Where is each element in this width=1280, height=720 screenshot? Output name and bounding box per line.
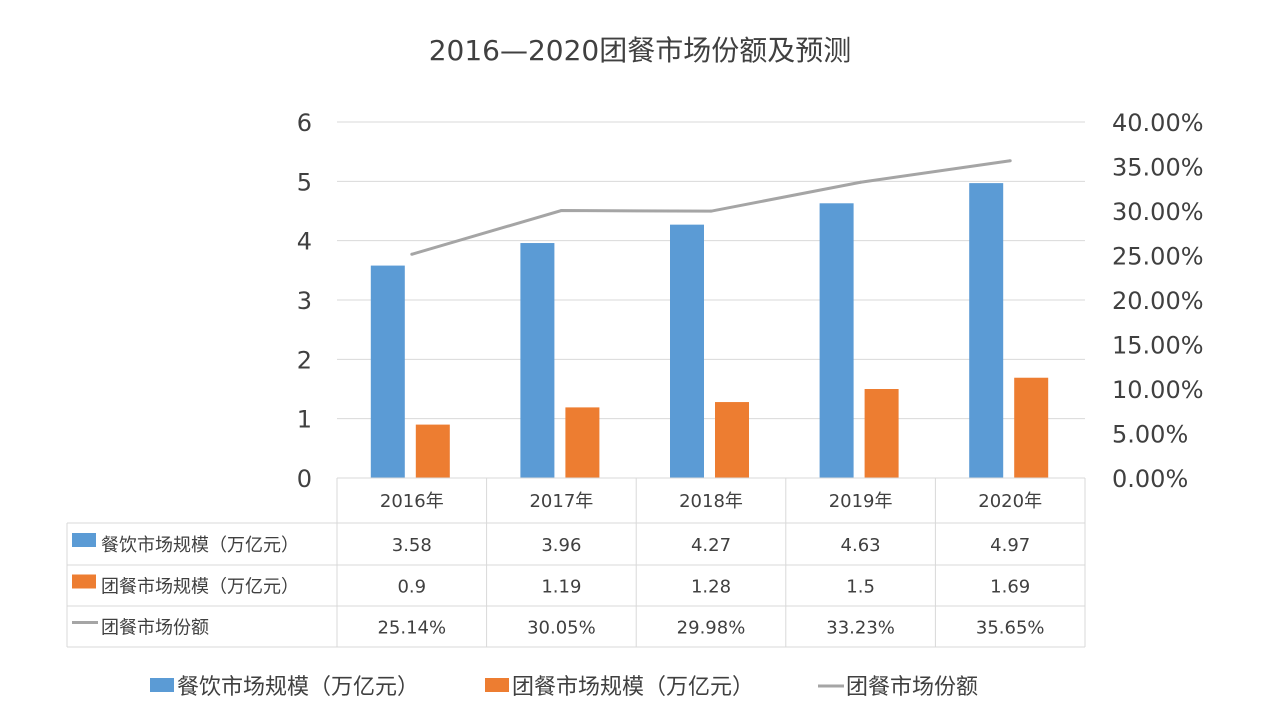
data-label: 4.27 [691,535,731,556]
legend-label: 餐饮市场规模（万亿元） [177,675,419,700]
y-left-tick-label: 3 [297,287,312,315]
y-right-tick-label: 5.00% [1112,421,1188,449]
table-row-label: 餐饮市场规模（万亿元） [101,535,299,556]
bar-group-meal [415,424,450,478]
y-left-tick-label: 2 [297,346,312,374]
line-point [859,180,863,184]
data-label: 4.97 [990,535,1030,556]
data-label: 33.23% [826,618,895,639]
legend-label: 团餐市场份额 [846,675,978,700]
data-label: 4.63 [841,535,881,556]
y-left-tick-label: 6 [297,109,312,137]
line-point [559,209,563,213]
table-legend-swatch [72,574,96,589]
bar-group-meal [1014,377,1049,478]
table-row-label: 团餐市场规模（万亿元） [101,577,299,598]
data-label: 25.14% [377,618,446,639]
category-label: 2017年 [529,491,593,512]
bar-group-meal [565,407,600,478]
y-right-tick-label: 0.00% [1112,465,1188,493]
y-right-tick-label: 40.00% [1112,109,1204,137]
data-label: 3.58 [392,535,432,556]
bar-group-meal [715,402,749,478]
category-label: 2016年 [380,491,444,512]
category-label: 2018年 [679,491,743,512]
data-label: 30.05% [527,618,596,639]
data-label: 1.69 [990,577,1030,598]
legend-swatch [485,678,509,692]
data-label: 29.98% [677,618,746,639]
data-label: 3.96 [541,535,581,556]
y-right-tick-label: 10.00% [1112,376,1204,404]
y-left-tick-label: 4 [297,228,312,256]
line-point [1008,159,1012,163]
bar-catering [819,203,854,478]
category-label: 2019年 [829,491,893,512]
category-label: 2020年 [978,491,1042,512]
data-label: 0.9 [397,577,426,598]
table-legend-swatch [72,533,96,547]
y-right-tick-label: 30.00% [1112,198,1204,226]
line-point [410,252,414,256]
y-right-tick-label: 15.00% [1112,332,1204,360]
y-right-tick-label: 20.00% [1112,287,1204,315]
legend-swatch [150,678,174,692]
y-right-tick-label: 35.00% [1112,154,1204,182]
bar-group-meal [864,389,899,478]
y-right-tick-label: 25.00% [1112,243,1204,271]
data-label: 1.19 [541,577,581,598]
data-label: 1.5 [846,577,875,598]
table-row-label: 团餐市场份额 [101,618,209,639]
bar-catering [969,183,1004,478]
data-label: 1.28 [691,577,731,598]
legend-label: 团餐市场规模（万亿元） [512,675,754,700]
data-label: 35.65% [976,618,1045,639]
y-left-tick-label: 1 [297,406,312,434]
bar-catering [670,224,704,478]
bar-catering [520,243,555,478]
y-left-tick-label: 5 [297,168,312,196]
y-left-tick-label: 0 [297,465,312,493]
line-point [709,209,713,213]
chart-title: 2016—2020团餐市场份额及预测 [429,34,852,67]
bar-catering [370,265,405,478]
